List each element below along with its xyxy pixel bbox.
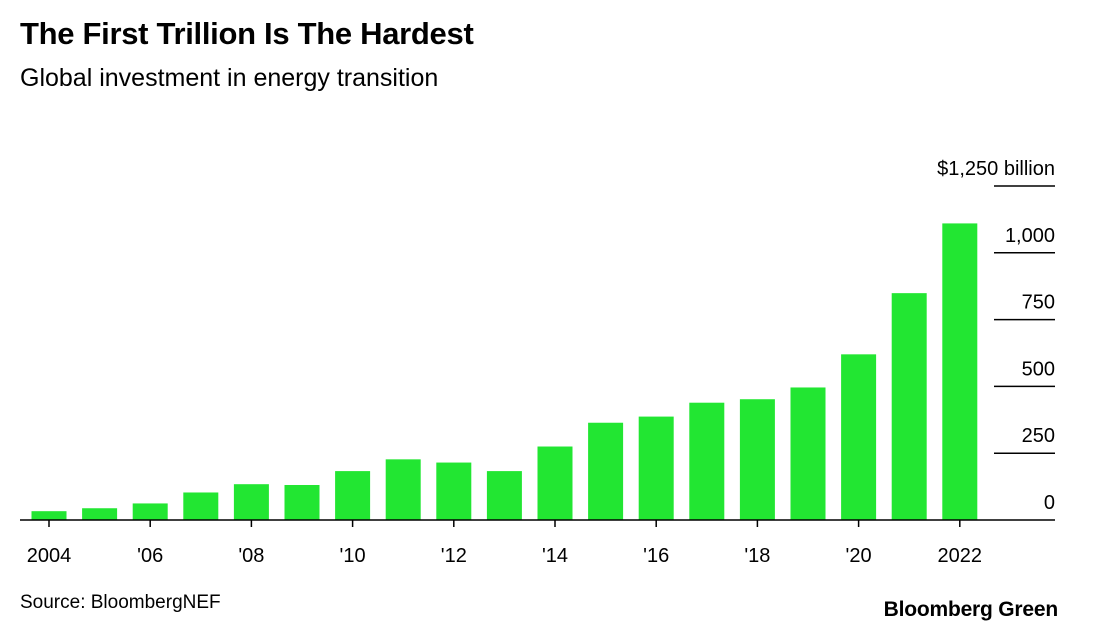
source-note: Source: BloombergNEF	[20, 592, 221, 613]
bars-group	[31, 223, 978, 520]
bar-2011	[385, 459, 421, 520]
x-tick-label: '20	[846, 545, 872, 567]
bar-2018	[739, 399, 775, 520]
x-tick-label: 2022	[938, 545, 983, 567]
x-tick-label: '10	[340, 545, 366, 567]
bar-2008	[233, 484, 269, 520]
y-tick-label: 500	[1022, 358, 1055, 380]
y-tick-label: $1,250 billion	[937, 158, 1055, 180]
bar-2009	[284, 484, 320, 520]
bar-2012	[436, 462, 472, 520]
bar-2014	[537, 446, 573, 520]
bar-2022	[942, 223, 978, 520]
bar-2006	[132, 503, 168, 520]
brand-logo: Bloomberg Green	[883, 598, 1059, 621]
chart-subtitle: Global investment in energy transition	[20, 64, 439, 92]
chart-title: The First Trillion Is The Hardest	[20, 16, 474, 51]
bar-2016	[638, 416, 674, 520]
x-tick-label: '18	[744, 545, 770, 567]
x-tick-label: '14	[542, 545, 568, 567]
x-tick-label: '16	[643, 545, 669, 567]
y-tick-label: 1,000	[1005, 225, 1055, 247]
bar-2013	[486, 471, 522, 520]
y-tick-label: 750	[1022, 292, 1055, 314]
bar-2005	[82, 508, 118, 520]
bar-2019	[790, 387, 826, 520]
bar-2015	[588, 422, 624, 520]
bar-2007	[183, 492, 219, 520]
x-axis: 2004 '06 '08 '10 '12 '14 '16 '18 '20 2022	[27, 520, 982, 567]
x-tick-label: 2004	[27, 545, 72, 567]
x-tick-label: '08	[238, 545, 264, 567]
x-tick-label: '12	[441, 545, 467, 567]
y-tick-label: 0	[1044, 492, 1055, 514]
bar-2020	[841, 354, 877, 520]
bar-2017	[689, 402, 725, 520]
x-tick-label: '06	[137, 545, 163, 567]
bar-2004	[31, 511, 67, 520]
y-tick-label: 250	[1022, 425, 1055, 447]
bar-2010	[335, 471, 371, 520]
bar-2021	[891, 293, 927, 520]
y-axis: 0 250 500 750 1,000 $1,250 billion	[937, 158, 1055, 514]
